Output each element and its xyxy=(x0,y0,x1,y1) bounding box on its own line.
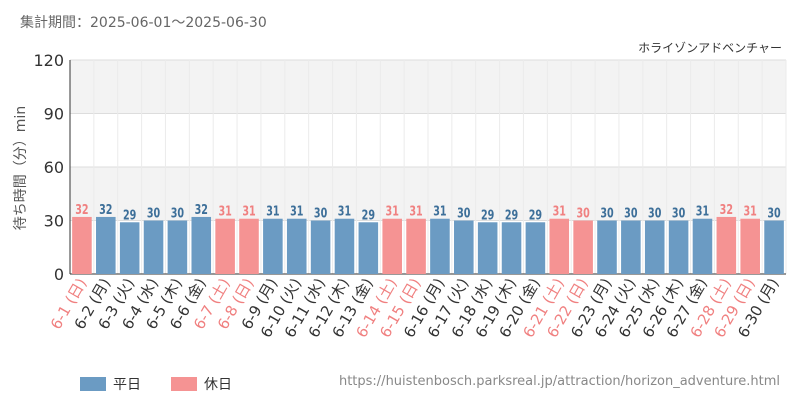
bar-value-label: 29 xyxy=(505,207,518,222)
bar-value-label: 32 xyxy=(720,202,733,217)
bar xyxy=(668,220,689,274)
attraction-name: ホライゾンアドベンチャー xyxy=(638,41,782,55)
bar-value-label: 30 xyxy=(624,205,637,220)
legend-item-holiday: 休日 xyxy=(171,374,232,394)
bar xyxy=(716,216,737,274)
y-tick-label: 0 xyxy=(54,265,64,284)
bar xyxy=(430,218,450,274)
bar-value-label: 31 xyxy=(553,204,566,219)
bar xyxy=(573,220,593,274)
source-url: https://huistenbosch.parksreal.jp/attrac… xyxy=(338,374,780,389)
bar xyxy=(644,220,665,274)
bar xyxy=(263,218,283,274)
bar-value-label: 32 xyxy=(99,202,112,217)
y-tick-label: 90 xyxy=(44,105,64,124)
bar xyxy=(454,220,474,274)
bar-value-label: 29 xyxy=(362,207,375,222)
bar-value-label: 31 xyxy=(266,204,279,219)
bar-value-label: 32 xyxy=(75,202,88,217)
bar xyxy=(310,220,331,274)
y-tick-label: 60 xyxy=(44,158,64,177)
bar-value-label: 30 xyxy=(576,205,589,220)
bar xyxy=(382,218,402,274)
weekday-swatch xyxy=(80,377,106,391)
bar xyxy=(239,218,259,274)
bar xyxy=(692,218,713,274)
bar-value-label: 31 xyxy=(696,204,709,219)
bar-value-label: 31 xyxy=(242,204,255,219)
bar-value-label: 31 xyxy=(433,204,446,219)
bar xyxy=(358,222,379,274)
bar-value-label: 31 xyxy=(744,204,757,219)
holiday-swatch xyxy=(171,377,197,391)
bar-value-label: 30 xyxy=(600,205,613,220)
bar xyxy=(191,216,212,274)
bar-value-label: 31 xyxy=(386,204,399,219)
bar xyxy=(119,222,140,274)
bar-value-label: 30 xyxy=(767,205,780,220)
y-tick-label: 30 xyxy=(44,212,64,231)
bar xyxy=(477,222,498,274)
bar xyxy=(764,220,784,274)
bar-value-label: 29 xyxy=(123,207,136,222)
chart-legend: 平日 休日 xyxy=(80,374,262,394)
legend-label-holiday: 休日 xyxy=(204,377,232,393)
bar-value-label: 29 xyxy=(529,207,542,222)
bar xyxy=(525,222,546,274)
bar-value-label: 31 xyxy=(218,204,231,219)
bar xyxy=(501,222,522,274)
bar xyxy=(143,220,164,274)
y-axis-title: 待ち時間（分）min xyxy=(13,106,29,230)
bar xyxy=(167,220,188,274)
bar-value-label: 30 xyxy=(672,205,685,220)
bar-value-label: 30 xyxy=(457,205,470,220)
bar xyxy=(334,218,355,274)
bar xyxy=(740,218,760,274)
bar-value-label: 32 xyxy=(195,202,208,217)
bar-value-label: 29 xyxy=(481,207,494,222)
bar xyxy=(406,218,426,274)
bar xyxy=(72,216,92,274)
bar-value-label: 30 xyxy=(648,205,661,220)
legend-item-weekday: 平日 xyxy=(80,374,141,394)
bar-value-label: 30 xyxy=(314,205,327,220)
wait-time-bar-chart: 32 32 29 30 30 32 31 31 31 31 30 31 29 31 31 31 30 29 29 29… xyxy=(13,51,787,341)
bar-value-label: 31 xyxy=(338,204,351,219)
bar xyxy=(549,218,570,274)
bar-value-label: 30 xyxy=(171,205,184,220)
bar-value-label: 31 xyxy=(409,204,422,219)
y-tick-label: 120 xyxy=(33,51,64,70)
collection-period: 集計期間：2025-06-01～2025-06-30 xyxy=(20,15,267,31)
bar-value-label: 31 xyxy=(290,204,303,219)
bar xyxy=(96,216,116,274)
legend-label-weekday: 平日 xyxy=(113,377,141,393)
bar xyxy=(621,220,641,274)
bar xyxy=(597,220,617,274)
bar xyxy=(215,218,235,274)
bar xyxy=(286,218,307,274)
bar-value-label: 30 xyxy=(147,205,160,220)
